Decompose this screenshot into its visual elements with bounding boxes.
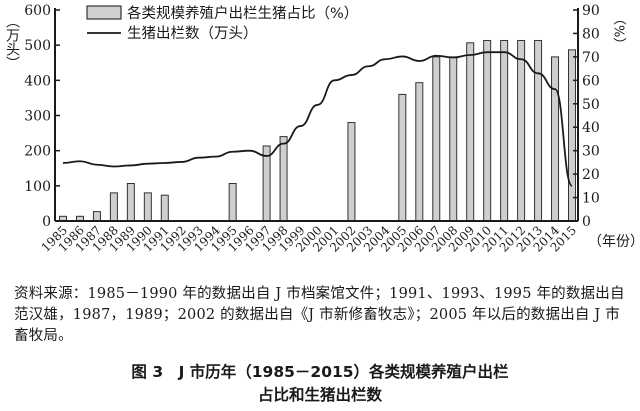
right-tick-label: 20 (582, 167, 600, 183)
right-tick-label: 60 (582, 73, 600, 89)
right-tick-label: 80 (582, 26, 600, 42)
bar (466, 42, 475, 222)
bar (228, 182, 237, 222)
figure-caption-line1: 图 3 J 市历年（1985－2015）各类规模养殖户出栏 (131, 363, 509, 381)
right-tick-label: 30 (582, 144, 600, 160)
legend-bar-label: 各类规模养殖户出栏生猪占比（%） (127, 5, 358, 22)
bar (449, 56, 458, 222)
plot-area (59, 39, 576, 222)
x-axis-unit: （年份） (588, 234, 640, 250)
bar (534, 39, 543, 222)
bar (398, 93, 407, 222)
legend-bar-swatch (86, 5, 122, 20)
right-tick-label: 40 (582, 120, 600, 136)
bar (517, 39, 526, 222)
bar (551, 56, 560, 222)
bar (347, 122, 356, 222)
source-note: 资料来源：1985－1990 年的数据出自 J 市档案馆文件；1991、1993… (14, 286, 625, 344)
bar (262, 145, 271, 222)
left-tick-label: 100 (24, 179, 51, 195)
chart: 0100200300400500600010203040506070809019… (4, 3, 640, 255)
legend-line-label: 生猪出栏数（万头） (127, 25, 258, 42)
bar (500, 39, 509, 222)
legend: 各类规模养殖户出栏生猪占比（%） 生猪出栏数（万头） (86, 5, 358, 42)
bar (143, 192, 152, 222)
line-series (62, 51, 573, 187)
right-tick-label: 0 (582, 214, 591, 230)
left-tick-label: 600 (24, 3, 51, 19)
left-tick-label: 300 (24, 109, 51, 125)
right-axis-unit: （%） (611, 12, 627, 50)
bar (279, 136, 288, 222)
bar (126, 182, 135, 222)
left-tick-label: 500 (24, 38, 51, 54)
figure-caption-line2: 占比和生猪出栏数 (257, 386, 382, 404)
right-tick-label: 90 (582, 3, 600, 19)
right-tick-label: 50 (582, 97, 600, 113)
bar (160, 194, 169, 222)
bar (483, 39, 492, 222)
right-tick-label: 70 (582, 50, 600, 66)
bar (415, 82, 424, 222)
left-tick-label: 0 (42, 214, 51, 230)
left-tick-label: 200 (24, 144, 51, 160)
bar (92, 211, 101, 222)
left-tick-label: 400 (24, 73, 51, 89)
bar (109, 192, 118, 222)
bar (568, 49, 576, 222)
right-tick-label: 10 (582, 191, 600, 207)
left-axis-unit: （万头） (4, 14, 20, 70)
bar (432, 56, 441, 222)
